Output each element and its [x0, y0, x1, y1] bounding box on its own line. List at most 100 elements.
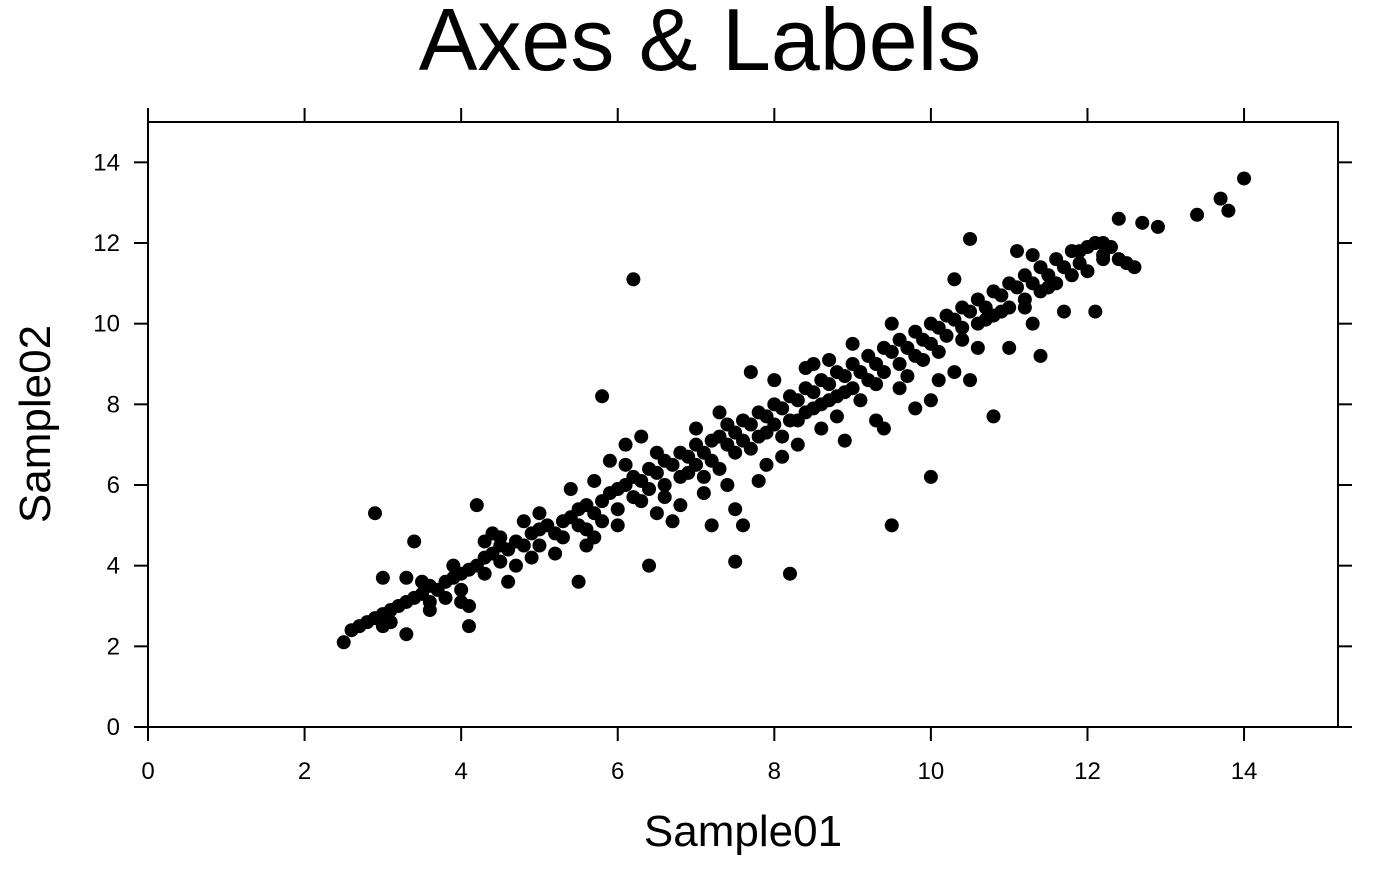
data-point	[336, 635, 351, 650]
data-point	[1088, 304, 1103, 319]
y-tick-label: 14	[93, 149, 120, 176]
data-point	[642, 558, 657, 573]
data-point	[775, 401, 790, 416]
data-point	[743, 441, 758, 456]
data-point	[469, 498, 484, 513]
data-point	[751, 473, 766, 488]
y-tick-label: 0	[107, 714, 120, 741]
data-point	[775, 429, 790, 444]
data-point	[743, 417, 758, 432]
data-point	[618, 457, 633, 472]
data-point	[806, 385, 821, 400]
data-point	[461, 619, 476, 634]
data-point	[689, 421, 704, 436]
data-point	[892, 381, 907, 396]
y-tick-label: 6	[107, 472, 120, 499]
data-point	[837, 369, 852, 384]
data-point	[1213, 191, 1228, 206]
data-point	[1150, 219, 1165, 234]
data-point	[681, 465, 696, 480]
data-point	[963, 304, 978, 319]
data-point	[477, 566, 492, 581]
data-point	[1017, 300, 1032, 315]
points-layer	[336, 171, 1252, 650]
x-tick-label: 4	[454, 758, 467, 785]
data-point	[869, 377, 884, 392]
x-tick-label: 6	[611, 758, 624, 785]
data-point	[822, 393, 837, 408]
data-point	[900, 369, 915, 384]
data-point	[923, 469, 938, 484]
data-point	[454, 594, 469, 609]
data-point	[1135, 215, 1150, 230]
data-point	[837, 385, 852, 400]
data-point	[1221, 203, 1236, 218]
data-point	[649, 465, 664, 480]
data-point	[1111, 211, 1126, 226]
data-point	[798, 361, 813, 376]
data-point	[618, 437, 633, 452]
x-tick-label: 12	[1074, 758, 1101, 785]
plot-frame	[147, 121, 1339, 728]
data-point	[782, 566, 797, 581]
data-point	[876, 421, 891, 436]
data-point	[884, 316, 899, 331]
data-point	[485, 526, 500, 541]
data-point	[493, 554, 508, 569]
data-point	[516, 514, 531, 529]
x-tick-label: 8	[768, 758, 781, 785]
data-point	[422, 603, 437, 618]
data-point	[720, 478, 735, 492]
data-point	[728, 445, 743, 460]
x-axis-title: Sample01	[644, 807, 842, 856]
data-point	[704, 518, 719, 533]
data-point	[970, 340, 985, 355]
y-axis-title: Sample02	[11, 325, 60, 523]
data-point	[790, 437, 805, 452]
data-point	[532, 538, 547, 553]
data-point	[884, 344, 899, 359]
data-point	[516, 538, 531, 553]
data-point	[407, 534, 422, 549]
data-point	[822, 377, 837, 392]
data-point	[790, 413, 805, 428]
data-point	[563, 482, 578, 497]
data-point	[657, 490, 672, 505]
data-point	[634, 429, 649, 444]
data-point	[806, 401, 821, 416]
data-point	[939, 328, 954, 343]
data-point	[931, 373, 946, 388]
data-point	[884, 518, 899, 533]
data-point	[955, 320, 970, 335]
data-point	[454, 582, 469, 597]
data-point	[665, 514, 680, 529]
data-point	[994, 304, 1009, 319]
data-point	[728, 554, 743, 569]
data-point	[399, 570, 414, 585]
data-point	[916, 352, 931, 367]
x-tick-label: 14	[1231, 758, 1258, 785]
data-point	[743, 365, 758, 380]
data-point	[853, 393, 868, 408]
data-point	[555, 530, 570, 545]
data-point	[892, 357, 907, 371]
data-point	[994, 288, 1009, 303]
data-point	[822, 352, 837, 367]
data-point	[634, 494, 649, 509]
data-point	[368, 506, 383, 521]
data-point	[845, 336, 860, 351]
data-point	[1080, 264, 1095, 279]
data-point	[1010, 244, 1025, 259]
x-tick-label: 10	[918, 758, 945, 785]
data-point	[767, 373, 782, 388]
data-point	[728, 502, 743, 517]
data-point	[1127, 260, 1142, 275]
data-point	[736, 518, 750, 533]
data-point	[587, 530, 602, 545]
data-point	[532, 506, 547, 521]
data-point	[696, 486, 711, 501]
data-point	[923, 393, 938, 408]
y-tick-label: 10	[93, 311, 120, 338]
